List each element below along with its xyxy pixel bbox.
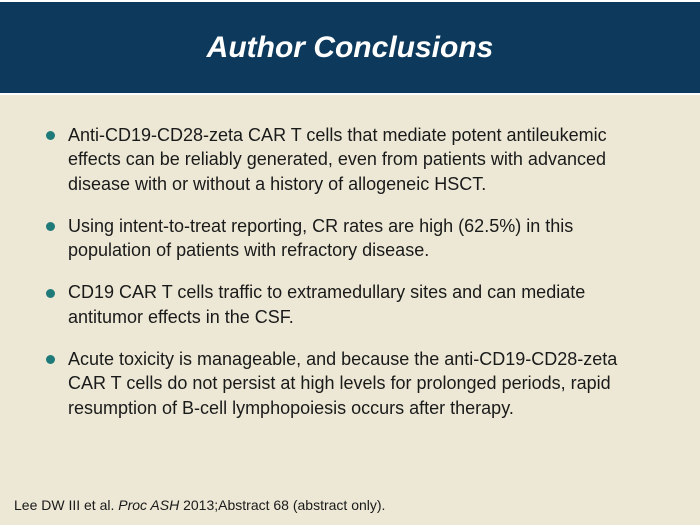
bullet-item: Acute toxicity is manageable, and becaus… xyxy=(40,347,660,420)
slide-header: Author Conclusions xyxy=(0,0,700,95)
citation-authors: Lee DW III et al. xyxy=(14,497,114,513)
slide-title: Author Conclusions xyxy=(207,31,494,65)
citation-rest: 2013;Abstract 68 (abstract only). xyxy=(183,497,385,513)
bullet-item: CD19 CAR T cells traffic to extramedulla… xyxy=(40,280,660,329)
bullet-item: Using intent-to-treat reporting, CR rate… xyxy=(40,214,660,263)
bullet-list: Anti-CD19-CD28-zeta CAR T cells that med… xyxy=(40,123,660,420)
slide: Author Conclusions Anti-CD19-CD28-zeta C… xyxy=(0,0,700,525)
slide-content: Anti-CD19-CD28-zeta CAR T cells that med… xyxy=(0,95,700,525)
citation-journal: Proc ASH xyxy=(118,497,179,513)
citation: Lee DW III et al. Proc ASH 2013;Abstract… xyxy=(14,497,385,513)
bullet-item: Anti-CD19-CD28-zeta CAR T cells that med… xyxy=(40,123,660,196)
